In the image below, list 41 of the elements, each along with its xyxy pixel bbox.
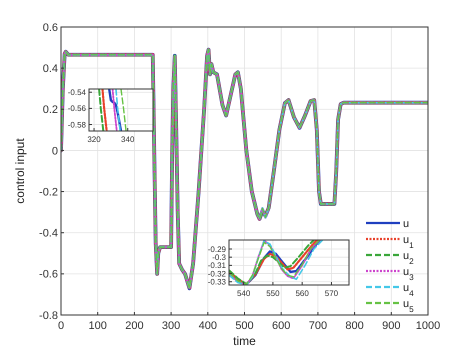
x-tick-label: 600	[272, 320, 290, 332]
x-tick-label: 100	[88, 320, 107, 332]
y-tick-label: -0.3	[212, 252, 227, 262]
legend-label: u	[403, 218, 410, 230]
y-tick-label: -0.56	[68, 104, 87, 114]
legend-label: u$_{1}$	[403, 234, 414, 250]
y-tick-label: -0.4	[39, 228, 58, 240]
y-tick-label: 0.6	[42, 22, 58, 34]
y-tick-label: -0.29	[208, 244, 227, 254]
x-tick-label: 900	[382, 320, 400, 332]
y-tick-label: 0.2	[42, 104, 58, 116]
x-tick-label: 1000	[416, 320, 440, 332]
line-series	[108, 89, 122, 131]
y-tick-label: 0	[52, 145, 58, 158]
y-tick-label: -0.2	[39, 186, 58, 198]
legend-label: u$_{5}$	[403, 298, 414, 314]
legend-label: u$_{4}$	[403, 282, 414, 298]
x-tick-label: 400	[198, 320, 217, 332]
y-tick-label: 0.4	[42, 62, 58, 75]
y-tick-label: -0.6	[39, 268, 58, 281]
y-axis-title: control input	[13, 138, 27, 204]
x-tick-label: 560	[295, 289, 310, 298]
x-tick-label: 320	[87, 135, 102, 144]
y-tick-label: -0.58	[68, 120, 87, 130]
legend-label: u$_{3}$	[403, 266, 414, 282]
x-tick-label: 300	[162, 320, 180, 332]
x-tick-label: 500	[235, 320, 254, 332]
x-tick-label: 700	[308, 320, 328, 332]
x-tick-label: 340	[121, 135, 135, 144]
x-tick-label: 200	[125, 320, 144, 332]
legend-label: u$_{2}$	[403, 250, 414, 266]
y-tick-label: -0.8	[39, 310, 58, 322]
y-tick-label: -0.33	[208, 278, 227, 287]
y-tick-label: -0.32	[208, 269, 227, 278]
y-tick-label: -0.54	[68, 88, 87, 98]
x-tick-label: 540	[236, 289, 251, 298]
y-tick-label: -0.31	[208, 261, 227, 270]
x-axis-title: time	[233, 334, 256, 348]
x-tick-label: 550	[266, 289, 280, 298]
x-tick-label: 570	[324, 289, 339, 298]
x-tick-label: 800	[345, 320, 364, 332]
